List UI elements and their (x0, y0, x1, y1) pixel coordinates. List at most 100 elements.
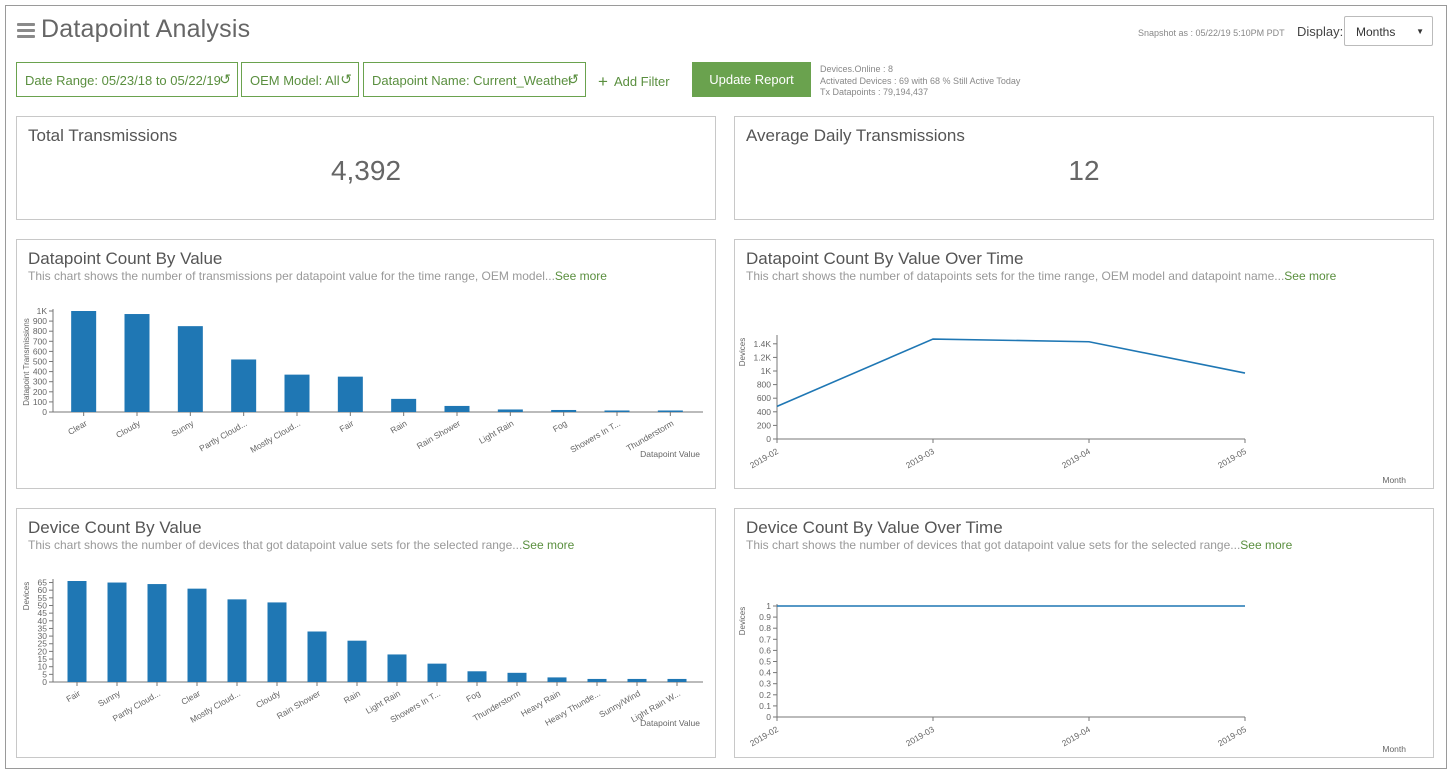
y-tick-label: 15 (38, 654, 48, 664)
bar (587, 678, 607, 682)
bar (231, 359, 257, 412)
total-transmissions-value: 4,392 (330, 155, 402, 186)
average-daily-label: Average Daily Transmissions (746, 126, 965, 145)
activated-devices-stat: Activated Devices : 69 with 68 % Still A… (820, 75, 1021, 86)
bar (347, 640, 367, 682)
bar (227, 599, 247, 682)
y-tick-label: 10 (38, 662, 48, 672)
panel-subtitle: This chart shows the number of transmiss… (28, 269, 607, 283)
see-more-link[interactable]: See more (554, 269, 607, 283)
x-tick-label: Fair (338, 418, 356, 434)
datapoint-count-over-time-chart: 0 200 400 600 800 1K 1.2K 1.4K Devices Month 2019-… (738, 335, 1406, 485)
date-range-filter[interactable]: Date Range: 05/23/18 to 05/22/19 ↺ (16, 62, 238, 97)
menu-icon[interactable] (17, 23, 35, 39)
y-tick-label: 200 (33, 387, 47, 397)
y-tick-label: 0 (42, 407, 47, 417)
devices-online-stat: Devices.Online : 8 (820, 64, 894, 74)
y-tick-label: 600 (33, 346, 47, 356)
add-filter-label: Add Filter (613, 74, 670, 89)
reset-icon[interactable]: ↺ (340, 71, 352, 87)
series-line (776, 338, 1246, 408)
reset-icon[interactable]: ↺ (567, 71, 579, 87)
x-tick-label: 2019-05 (1216, 446, 1248, 470)
bar (187, 588, 207, 682)
x-tick-label: 2019-02 (748, 724, 780, 748)
y-tick-label: 400 (757, 407, 771, 417)
bar (147, 584, 167, 682)
bar (107, 582, 127, 682)
x-tick-label: 2019-03 (904, 724, 936, 748)
bar (124, 314, 150, 412)
device-count-by-value-panel: Device Count By Value This chart shows t… (16, 508, 716, 758)
y-tick-label: 50 (38, 600, 48, 610)
x-tick-label: Thunderstorm (625, 418, 676, 453)
bar (467, 671, 487, 682)
y-tick-label: 800 (33, 326, 47, 336)
y-tick-label: 0.3 (759, 679, 771, 689)
date-range-label: Date Range: 05/23/18 to 05/22/19 (25, 73, 221, 88)
update-report-button[interactable]: Update Report (692, 62, 811, 97)
y-tick-label: 0.5 (759, 657, 771, 667)
datapoint-name-filter[interactable]: Datapoint Name: Current_Weather ↺ (363, 62, 586, 97)
y-tick-label: 1K (761, 366, 772, 376)
datapoint-name-label: Datapoint Name: Current_Weather (372, 73, 573, 88)
y-tick-label: 1K (37, 306, 48, 316)
bar (627, 678, 647, 682)
x-tick-label: Mostly Cloud... (248, 418, 302, 455)
x-tick-label: 2019-04 (1060, 446, 1092, 470)
y-tick-label: 30 (38, 631, 48, 641)
x-tick-label: Showers In T... (568, 418, 622, 455)
datapoint-count-over-time-panel: Datapoint Count By Value Over Time This … (734, 239, 1434, 489)
x-tick-label: 2019-05 (1216, 724, 1248, 748)
plus-icon: + (598, 72, 608, 91)
panel-subtitle-text: This chart shows the number of devices t… (746, 538, 1241, 552)
bar (177, 326, 203, 412)
see-more-link[interactable]: See more (1240, 538, 1293, 552)
y-tick-label: 25 (38, 639, 48, 649)
x-tick-label: Rain (389, 418, 409, 436)
x-tick-label: Fog (464, 688, 482, 704)
x-axis-label: Datapoint Value (640, 718, 700, 728)
bar (267, 602, 287, 682)
bar (67, 581, 87, 682)
y-axis-label: Datapoint Transmissions (22, 318, 31, 406)
bar (497, 409, 523, 412)
display-select-value: Months (1356, 25, 1396, 39)
panel-subtitle: This chart shows the number of datapoint… (746, 269, 1336, 283)
y-tick-label: 500 (33, 357, 47, 367)
y-tick-label: 0.7 (759, 634, 771, 644)
x-tick-label: 2019-04 (1060, 724, 1092, 748)
reset-icon[interactable]: ↺ (219, 71, 231, 87)
x-tick-label: Cloudy (254, 688, 283, 710)
y-axis-label: Devices (22, 582, 31, 610)
display-select[interactable]: Months ▼ (1344, 16, 1433, 46)
bar (391, 398, 417, 412)
display-label: Display: (1297, 24, 1344, 39)
total-transmissions-label: Total Transmissions (28, 126, 178, 145)
x-tick-label: Partly Cloud... (197, 418, 248, 453)
panel-subtitle-text: This chart shows the number of datapoint… (746, 269, 1285, 283)
bar (307, 631, 327, 682)
y-tick-label: 0.2 (759, 690, 771, 700)
bar (507, 672, 527, 682)
x-axis-label: Month (1382, 744, 1406, 754)
total-transmissions-panel: Total Transmissions 4,392 (16, 116, 716, 220)
y-tick-label: 0.9 (759, 612, 771, 622)
panel-subtitle-text: This chart shows the number of devices t… (28, 538, 523, 552)
y-tick-label: 65 (38, 578, 48, 588)
see-more-link[interactable]: See more (522, 538, 575, 552)
x-tick-label: Sunny (169, 418, 196, 439)
y-tick-label: 0 (42, 677, 47, 687)
y-tick-label: 35 (38, 623, 48, 633)
x-tick-label: Rain Shower (275, 688, 322, 721)
see-more-link[interactable]: See more (1284, 269, 1337, 283)
bar (284, 374, 310, 412)
average-daily-panel: Average Daily Transmissions 12 (734, 116, 1434, 220)
x-tick-label: Clear (179, 688, 202, 707)
x-tick-label: Light Rain (477, 418, 515, 446)
add-filter-button[interactable]: + Add Filter (598, 71, 670, 91)
x-tick-label: Fog (551, 418, 569, 434)
oem-model-filter[interactable]: OEM Model: All ↺ (241, 62, 359, 97)
y-axis-label: Devices (738, 338, 747, 366)
